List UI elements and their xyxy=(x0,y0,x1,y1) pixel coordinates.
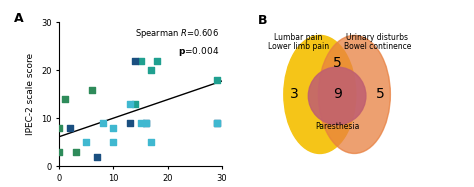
Ellipse shape xyxy=(319,35,391,154)
Point xyxy=(126,122,134,125)
Point xyxy=(213,122,220,125)
Text: 5: 5 xyxy=(376,88,385,101)
Point xyxy=(153,59,161,62)
Point xyxy=(148,69,155,72)
Text: Bowel continence: Bowel continence xyxy=(344,42,411,51)
Text: 3: 3 xyxy=(290,88,298,101)
Point xyxy=(142,122,150,125)
Text: Paresthesia: Paresthesia xyxy=(315,122,359,131)
Point xyxy=(61,98,68,101)
Point xyxy=(142,122,150,125)
Point xyxy=(55,127,63,130)
Text: Spearman $R$=0.606: Spearman $R$=0.606 xyxy=(135,27,219,40)
Point xyxy=(213,122,220,125)
Text: B: B xyxy=(258,14,267,27)
Point xyxy=(55,151,63,154)
Point xyxy=(109,127,117,130)
Point xyxy=(72,151,79,154)
Text: 5: 5 xyxy=(333,56,341,70)
Text: 9: 9 xyxy=(333,88,342,101)
Point xyxy=(109,141,117,144)
Point xyxy=(99,122,107,125)
Point xyxy=(148,141,155,144)
Text: A: A xyxy=(14,12,23,25)
Point xyxy=(131,102,139,105)
Point xyxy=(213,79,220,82)
Point xyxy=(66,127,74,130)
Point xyxy=(137,122,145,125)
Text: Lower limb pain: Lower limb pain xyxy=(268,42,329,51)
Text: $\bf{p}$=0.004: $\bf{p}$=0.004 xyxy=(178,45,219,59)
Circle shape xyxy=(308,67,366,125)
Point xyxy=(137,59,145,62)
Text: Urinary disturbs: Urinary disturbs xyxy=(346,33,409,42)
Point xyxy=(82,141,90,144)
Point xyxy=(131,59,139,62)
Text: Lumbar pain: Lumbar pain xyxy=(274,33,322,42)
Point xyxy=(126,102,134,105)
Point xyxy=(88,88,96,91)
Point xyxy=(93,155,101,158)
Ellipse shape xyxy=(284,35,356,154)
Y-axis label: IPEC-2 scale score: IPEC-2 scale score xyxy=(27,53,36,136)
